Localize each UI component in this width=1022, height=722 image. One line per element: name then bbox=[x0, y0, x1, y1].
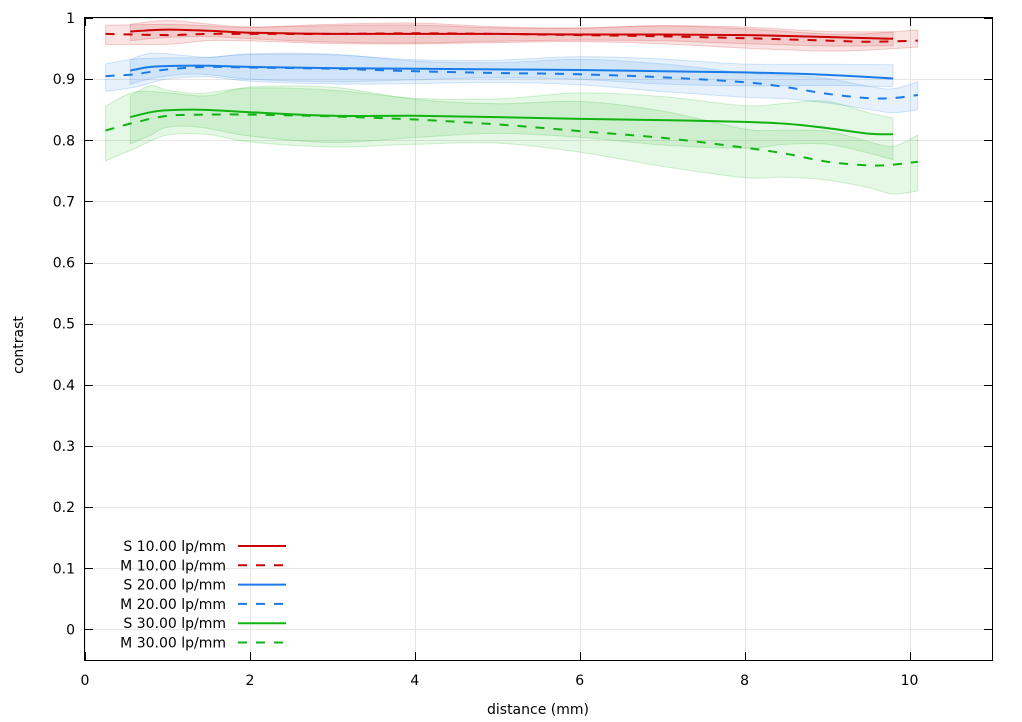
legend: S 10.00 lp/mm M 10.00 lp/mm S 20.00 lp/mm M… bbox=[120, 539, 286, 652]
y-tick-labels: 0 0.1 0.2 0.3 0.4 0.5 0.6 0.7 0.8 0.9 1 bbox=[53, 11, 75, 638]
band-s-4 bbox=[129, 84, 894, 161]
x-tick-label: 4 bbox=[410, 673, 419, 689]
x-tick-label: 8 bbox=[740, 673, 749, 689]
y-tick-label: 0.1 bbox=[53, 561, 75, 577]
x-tick-label: 10 bbox=[901, 673, 919, 689]
x-axis-label: distance (mm) bbox=[487, 702, 589, 718]
legend-label: M 30.00 lp/mm bbox=[120, 636, 226, 652]
x-tick-label: 0 bbox=[81, 673, 90, 689]
axis-ticks bbox=[85, 18, 992, 660]
series-line-s-4 bbox=[130, 108, 894, 136]
legend-label: S 10.00 lp/mm bbox=[123, 539, 226, 555]
grid bbox=[85, 18, 992, 660]
y-tick-label: 0 bbox=[66, 622, 75, 638]
legend-label: S 20.00 lp/mm bbox=[123, 578, 226, 594]
y-tick-label: 0.2 bbox=[53, 500, 75, 516]
series-line-s-2 bbox=[130, 64, 894, 80]
legend-label: M 10.00 lp/mm bbox=[120, 558, 226, 574]
y-tick-label: 1 bbox=[66, 11, 75, 27]
legend-label: S 30.00 lp/mm bbox=[123, 616, 226, 632]
x-tick-labels: 0 2 4 6 8 10 bbox=[81, 673, 919, 689]
series-line-s-0 bbox=[130, 28, 894, 40]
y-tick-label: 0.6 bbox=[53, 256, 75, 272]
y-tick-label: 0.8 bbox=[53, 133, 75, 149]
y-axis-label: contrast bbox=[11, 316, 27, 374]
series-line-m-5 bbox=[105, 113, 918, 167]
x-tick-label: 2 bbox=[245, 673, 254, 689]
band-m-5 bbox=[105, 85, 919, 195]
plot-frame bbox=[84, 17, 993, 661]
x-tick-label: 6 bbox=[575, 673, 584, 689]
y-tick-label: 0.4 bbox=[53, 378, 75, 394]
series-lines bbox=[105, 28, 918, 167]
confidence-bands bbox=[105, 19, 919, 195]
band-m-1 bbox=[105, 22, 919, 52]
series-line-m-3 bbox=[105, 65, 918, 100]
legend-label: M 20.00 lp/mm bbox=[120, 597, 226, 613]
y-tick-label: 0.7 bbox=[53, 194, 75, 210]
y-tick-label: 0.5 bbox=[53, 317, 75, 333]
y-tick-label: 0.9 bbox=[53, 72, 75, 88]
series-line-m-1 bbox=[105, 32, 918, 43]
y-tick-label: 0.3 bbox=[53, 439, 75, 455]
